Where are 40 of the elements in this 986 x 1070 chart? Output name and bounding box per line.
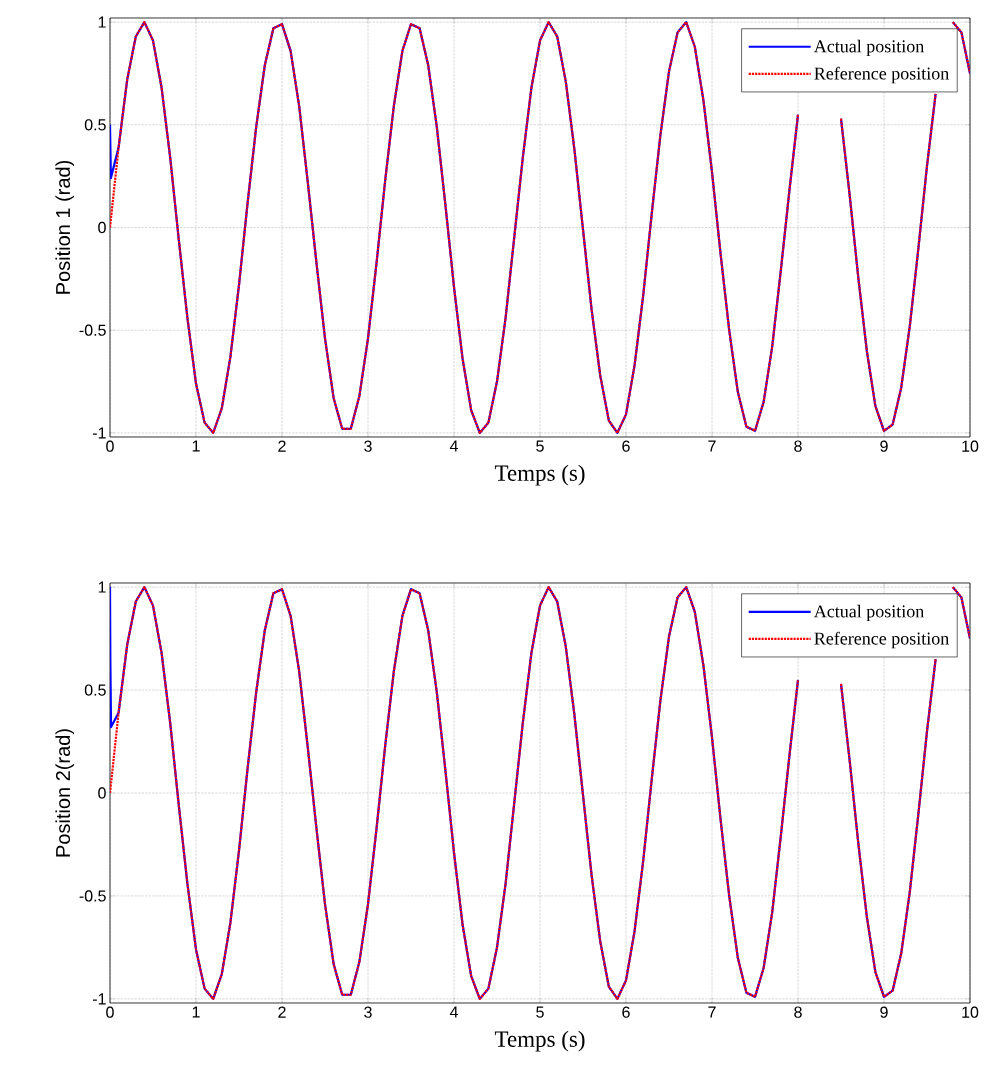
x-axis-title: Temps (s) [494,464,585,486]
y-tick-label: -0.5 [79,324,106,336]
y-tick-label: 0.5 [84,684,106,696]
x-tick-label: 1 [192,1006,200,1018]
x-tick-label: 8 [794,440,802,452]
y-tick-label: 0 [98,221,106,234]
x-tick-label: 10 [962,1006,979,1018]
legend-label: Actual position [813,39,925,57]
x-tick-label: 1 [192,440,200,452]
x-tick-label: 9 [880,440,888,452]
x-tick-label: 0 [106,440,114,452]
x-tick-label: 7 [708,440,716,452]
y-axis-title: Position 1 (rad) [55,160,75,294]
x-tick-label: 3 [364,440,372,452]
y-tick-label: 0 [98,787,106,799]
x-tick-label: 7 [708,1006,716,1018]
y-axis-title: Position 2(rad) [55,729,75,857]
y-tick-label: -0.5 [79,890,106,902]
legend-label: Reference position [814,631,949,649]
x-tick-label: 6 [622,1006,630,1018]
y-tick-label: 0.5 [84,119,106,131]
y-tick-label: 1 [98,16,106,28]
y-tick-label: 1 [98,581,106,593]
x-tick-label: 4 [449,1006,458,1018]
legend-label: Reference position [814,66,949,84]
x-tick-label: 8 [794,1006,802,1018]
x-tick-label: 9 [880,1006,888,1018]
x-tick-label: 3 [364,1006,372,1018]
y-tick-label: -1 [92,427,106,439]
x-tick-label: 5 [536,440,544,452]
x-tick-label: 5 [536,1006,544,1018]
y-tick-label: -1 [92,993,106,1005]
legend-label: Actual position [813,604,925,622]
x-tick-label: 2 [278,440,286,452]
x-tick-label: 10 [962,440,979,452]
x-tick-label: 4 [449,440,458,452]
x-tick-label: 0 [106,1006,114,1018]
x-axis-title: Temps (s) [494,1030,585,1052]
x-tick-label: 2 [278,1006,286,1018]
x-tick-label: 6 [622,440,630,452]
